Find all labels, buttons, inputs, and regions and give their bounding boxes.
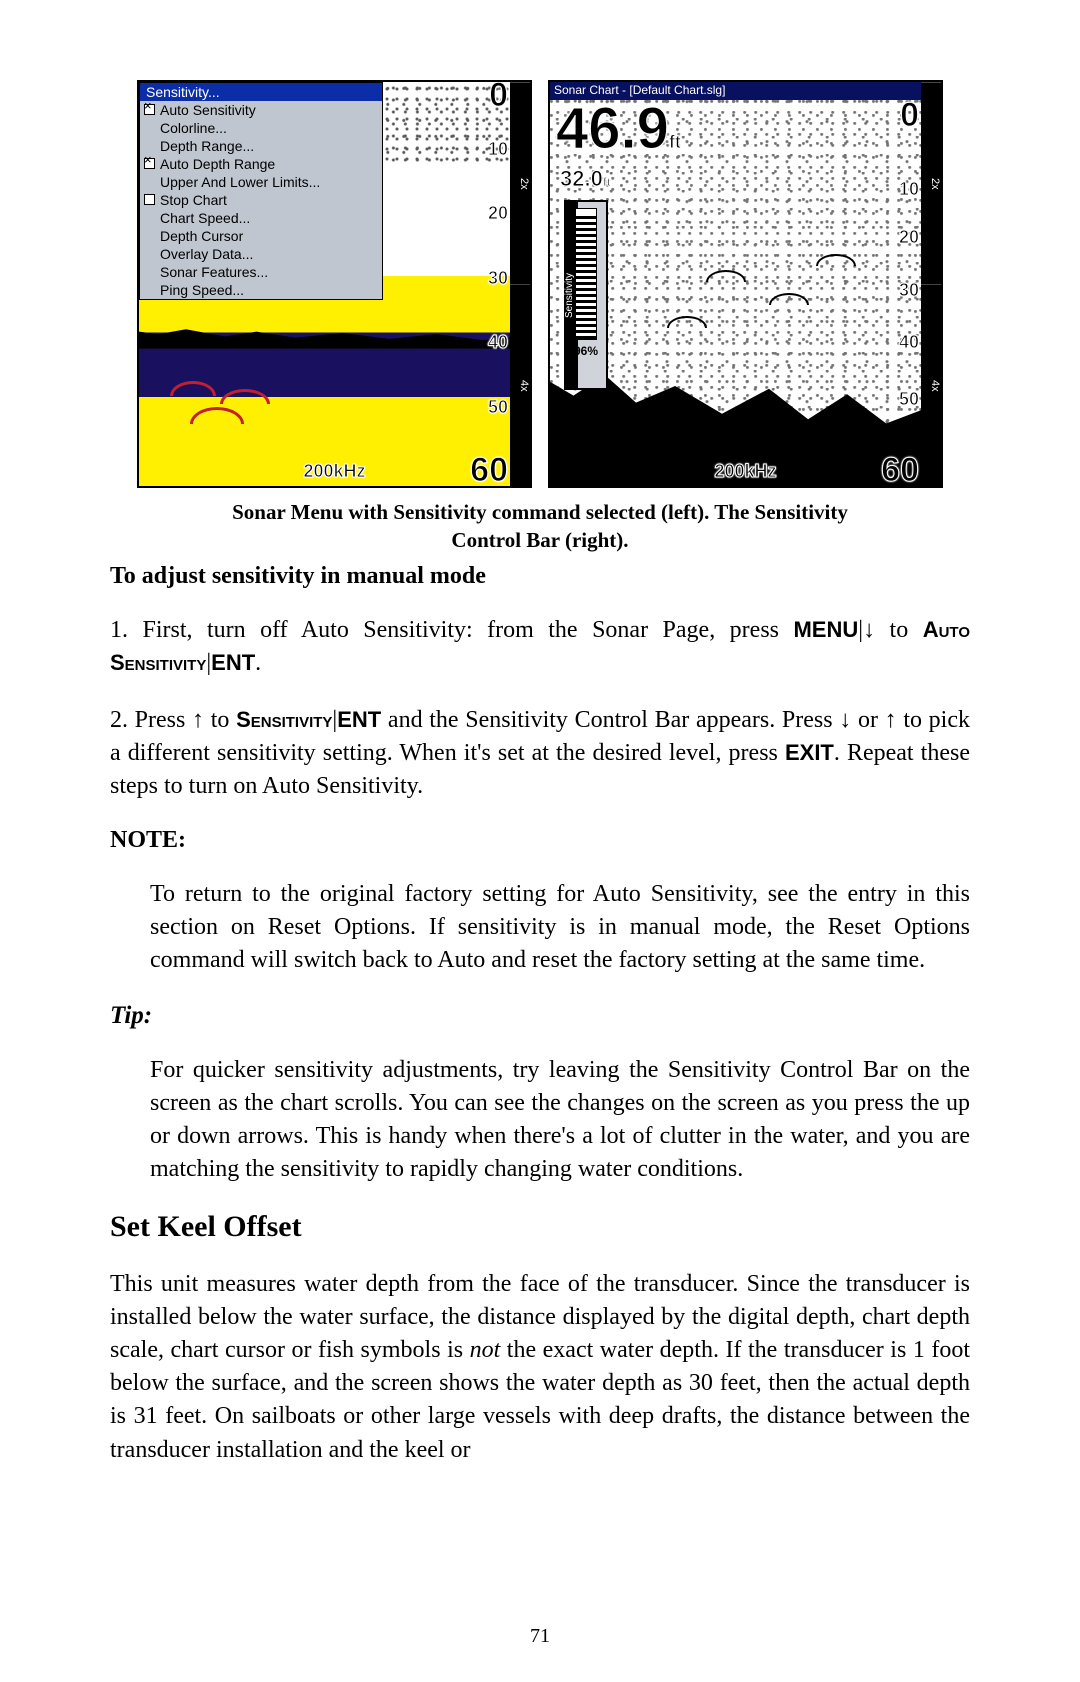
sonar-menu-header: Sensitivity...	[140, 83, 382, 101]
zoom-level[interactable]: 2x	[510, 82, 530, 284]
tip-body: For quicker sensitivity adjustments, try…	[150, 1054, 970, 1186]
sensitivity-control-bar[interactable]: Sensitivity 96%	[564, 200, 608, 390]
zoom-level[interactable]: 2x	[921, 82, 941, 284]
section-heading-set-keel-offset: Set Keel Offset	[110, 1210, 970, 1244]
sensitivity-meter[interactable]	[575, 208, 597, 340]
emphasis-not: not	[470, 1337, 501, 1363]
menu-item[interactable]: Sonar Features...	[140, 263, 382, 281]
depth-tick: 40	[899, 332, 919, 353]
depth-top: 0	[900, 96, 919, 135]
screenshot-sonar-menu: Sensitivity... Auto SensitivityColorline…	[137, 80, 532, 488]
key-ent: ENT	[211, 650, 255, 675]
depth-scale-right: 0 10 20 30 40 50 60	[879, 82, 919, 486]
depth-tick: 20	[488, 203, 508, 224]
figure-caption: Sonar Menu with Sensitivity command sele…	[110, 498, 970, 555]
big-depth-readout: 46.9ft	[556, 100, 681, 158]
key-sensitivity: Sensitivity	[236, 707, 332, 732]
depth-tick: 50	[899, 389, 919, 410]
note-label: NOTE:	[110, 827, 970, 854]
menu-item[interactable]: Overlay Data...	[140, 245, 382, 263]
depth-value: 46.9	[556, 96, 669, 161]
depth-unit: ft	[669, 132, 681, 152]
menu-item[interactable]: Depth Cursor	[140, 227, 382, 245]
sonar-menu-panel[interactable]: Sensitivity... Auto SensitivityColorline…	[139, 82, 383, 300]
menu-item[interactable]: Stop Chart	[140, 191, 382, 209]
zoom-bar[interactable]: 2x 4x	[510, 82, 530, 486]
fish-arcs	[170, 381, 326, 429]
depth-top: 0	[489, 80, 508, 115]
depth-scale-left: 0 10 20 30 40 50 60	[468, 82, 508, 486]
screenshot-sensitivity-bar: Sonar Chart - [Default Chart.slg] 46.9ft…	[548, 80, 943, 488]
step-2: 2. Press ↑ to Sensitivity|ENT and the Se…	[110, 704, 970, 803]
menu-item[interactable]: Ping Speed...	[140, 281, 382, 299]
sub-depth-readout: 32.0ft	[560, 166, 611, 192]
figure-row: Sensitivity... Auto SensitivityColorline…	[110, 80, 970, 488]
depth-tick: 20	[899, 227, 919, 248]
key-ent: ENT	[337, 707, 381, 732]
key-menu: MENU	[793, 617, 858, 642]
zoom-level[interactable]: 4x	[510, 284, 530, 486]
tip-label: Tip:	[110, 1002, 970, 1030]
menu-item[interactable]: Colorline...	[140, 119, 382, 137]
depth-bottom: 60	[881, 451, 919, 488]
depth-tick: 30	[488, 268, 508, 289]
zoom-bar[interactable]: 2x 4x	[921, 82, 941, 486]
frequency-label: 200kHz	[714, 461, 776, 482]
page-number: 71	[0, 1625, 1080, 1648]
menu-item[interactable]: Auto Depth Range	[140, 155, 382, 173]
window-title: Sonar Chart - [Default Chart.slg]	[554, 83, 725, 97]
frequency-label: 200kHz	[303, 461, 365, 482]
depth-tick: 50	[488, 397, 508, 418]
menu-item[interactable]: Depth Range...	[140, 137, 382, 155]
menu-item[interactable]: Upper And Lower Limits...	[140, 173, 382, 191]
subheading-adjust-sensitivity: To adjust sensitivity in manual mode	[110, 563, 970, 590]
depth-tick: 10	[488, 139, 508, 160]
depth-tick: 10	[899, 179, 919, 200]
depth-tick: 40	[488, 332, 508, 353]
depth-bottom: 60	[470, 451, 508, 488]
step-1: 1. First, turn off Auto Sensitivity: fro…	[110, 614, 970, 680]
section-body: This unit measures water depth from the …	[110, 1268, 970, 1467]
note-body: To return to the original factory settin…	[150, 878, 970, 977]
menu-item[interactable]: Auto Sensitivity	[140, 101, 382, 119]
menu-item[interactable]: Chart Speed...	[140, 209, 382, 227]
depth-tick: 30	[899, 280, 919, 301]
key-exit: EXIT	[785, 740, 834, 765]
zoom-level[interactable]: 4x	[921, 284, 941, 486]
